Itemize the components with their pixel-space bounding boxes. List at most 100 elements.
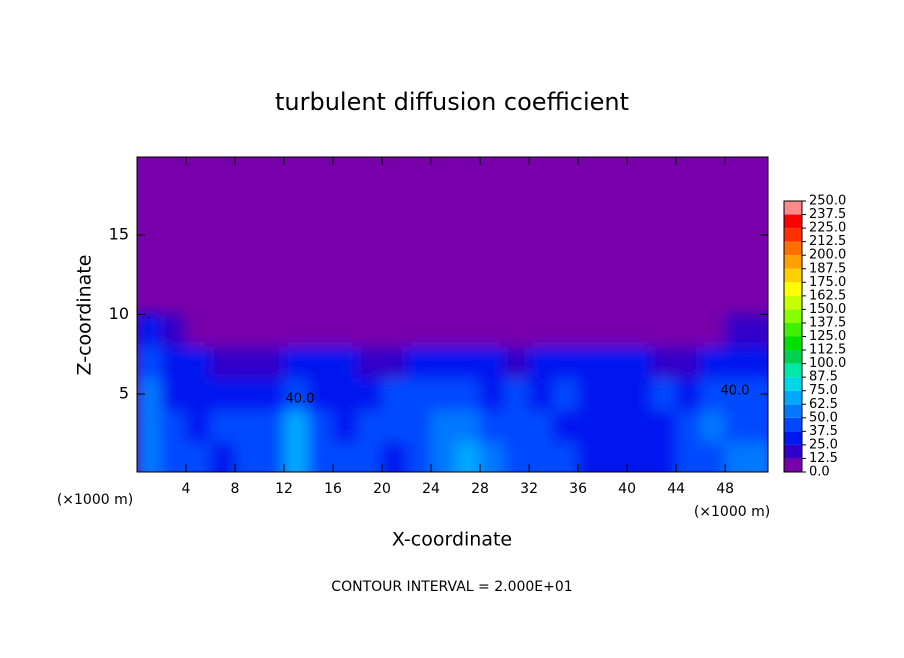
colorbar-label: 225.0 — [809, 221, 846, 236]
colorbar-band — [784, 241, 802, 256]
field-cell — [455, 314, 481, 347]
field-cell — [381, 314, 408, 347]
field-cell — [626, 346, 653, 379]
field-cell — [553, 314, 579, 347]
field-cell — [749, 314, 768, 347]
field-cell — [357, 314, 383, 347]
field — [137, 157, 768, 472]
colorbar-band — [784, 417, 802, 432]
field-cell — [406, 378, 432, 411]
field-cell — [259, 441, 285, 472]
field-cell — [651, 314, 677, 347]
field-cell — [185, 409, 212, 443]
colorbar-label: 100.0 — [809, 356, 846, 371]
colorbar-label: 25.0 — [809, 437, 838, 452]
colorbar-label: 150.0 — [809, 302, 846, 317]
field-cell — [602, 378, 628, 411]
colorbar-label: 237.5 — [809, 207, 846, 222]
colorbar-band — [784, 282, 802, 296]
colorbar-label: 0.0 — [809, 465, 830, 480]
field-cell — [430, 441, 457, 472]
field-cell — [700, 346, 726, 379]
field-cell — [308, 314, 334, 347]
field-cell — [651, 409, 677, 443]
field-cell — [479, 441, 506, 472]
colorbar-band — [784, 377, 802, 391]
field-cell — [724, 314, 751, 347]
field-cell — [161, 378, 187, 411]
field-cell — [626, 409, 653, 443]
x-tick-label: 36 — [569, 481, 587, 497]
field-cell — [161, 409, 187, 443]
field-cell — [455, 346, 481, 379]
colorbar-label: 175.0 — [809, 275, 846, 290]
field-cell — [602, 409, 628, 443]
colorbar-label: 200.0 — [809, 248, 846, 263]
field-cell — [651, 378, 677, 411]
field-cell — [406, 346, 432, 379]
field-cell — [553, 409, 579, 443]
x-unit: (×1000 m) — [694, 504, 770, 520]
colorbar-label: 50.0 — [809, 410, 838, 425]
field-cell — [137, 346, 163, 379]
field-cell — [283, 346, 310, 379]
field-cell — [577, 378, 604, 411]
x-tick-label: 48 — [716, 481, 734, 497]
field-cell — [381, 346, 408, 379]
colorbar-label: 137.5 — [809, 315, 846, 330]
field-cell — [234, 441, 261, 472]
chart-title: turbulent diffusion coefficient — [275, 88, 629, 116]
y-axis-label: Z-coordinate — [74, 255, 96, 376]
field-cell — [259, 378, 285, 411]
field-cell — [577, 346, 604, 379]
field-cell — [700, 314, 726, 347]
field-cell — [406, 314, 432, 347]
colorbar-label: 12.5 — [809, 451, 838, 466]
field-cell — [259, 346, 285, 379]
field-cell — [308, 378, 334, 411]
field-cell — [626, 441, 653, 472]
field-cell — [675, 314, 702, 347]
field-cell — [308, 409, 334, 443]
field-cell — [479, 314, 506, 347]
colorbar-label: 87.5 — [809, 370, 838, 385]
colorbar-band — [784, 431, 802, 445]
field-cell — [724, 378, 751, 411]
field-cell — [504, 409, 530, 443]
colorbar-band — [784, 322, 802, 337]
field-cell — [626, 314, 653, 347]
field-cell — [430, 314, 457, 347]
field-cell — [185, 441, 212, 472]
field-cell — [332, 409, 359, 443]
y-tick-label: 5 — [119, 384, 129, 403]
field-cell — [749, 409, 768, 443]
colorbar-band — [784, 390, 802, 405]
field-cell — [577, 409, 604, 443]
field-cell — [602, 441, 628, 472]
colorbar-label: 112.5 — [809, 343, 846, 358]
colorbar-band — [784, 228, 802, 242]
field-cell — [528, 314, 555, 347]
x-tick-label: 40 — [618, 481, 636, 497]
field-cell — [602, 346, 628, 379]
field-cell — [455, 409, 481, 443]
colorbar-band — [784, 214, 802, 229]
field-cell — [185, 314, 212, 347]
field-cell — [504, 346, 530, 379]
x-tick-label: 28 — [471, 481, 489, 497]
x-axis-label: X-coordinate — [392, 529, 512, 551]
colorbar-band — [784, 295, 802, 310]
colorbar-band — [784, 255, 802, 269]
field-cell — [504, 441, 530, 472]
annotations: 40.0 40.0 — [286, 384, 750, 407]
field-cell — [332, 441, 359, 472]
field-cell — [504, 378, 530, 411]
footer-note: CONTOUR INTERVAL = 2.000E+01 — [331, 579, 572, 595]
field-cell — [332, 314, 359, 347]
field-cell — [675, 378, 702, 411]
field-cell — [430, 378, 457, 411]
field-cell — [357, 409, 383, 443]
field-cell — [210, 441, 236, 472]
field-cell — [675, 409, 702, 443]
